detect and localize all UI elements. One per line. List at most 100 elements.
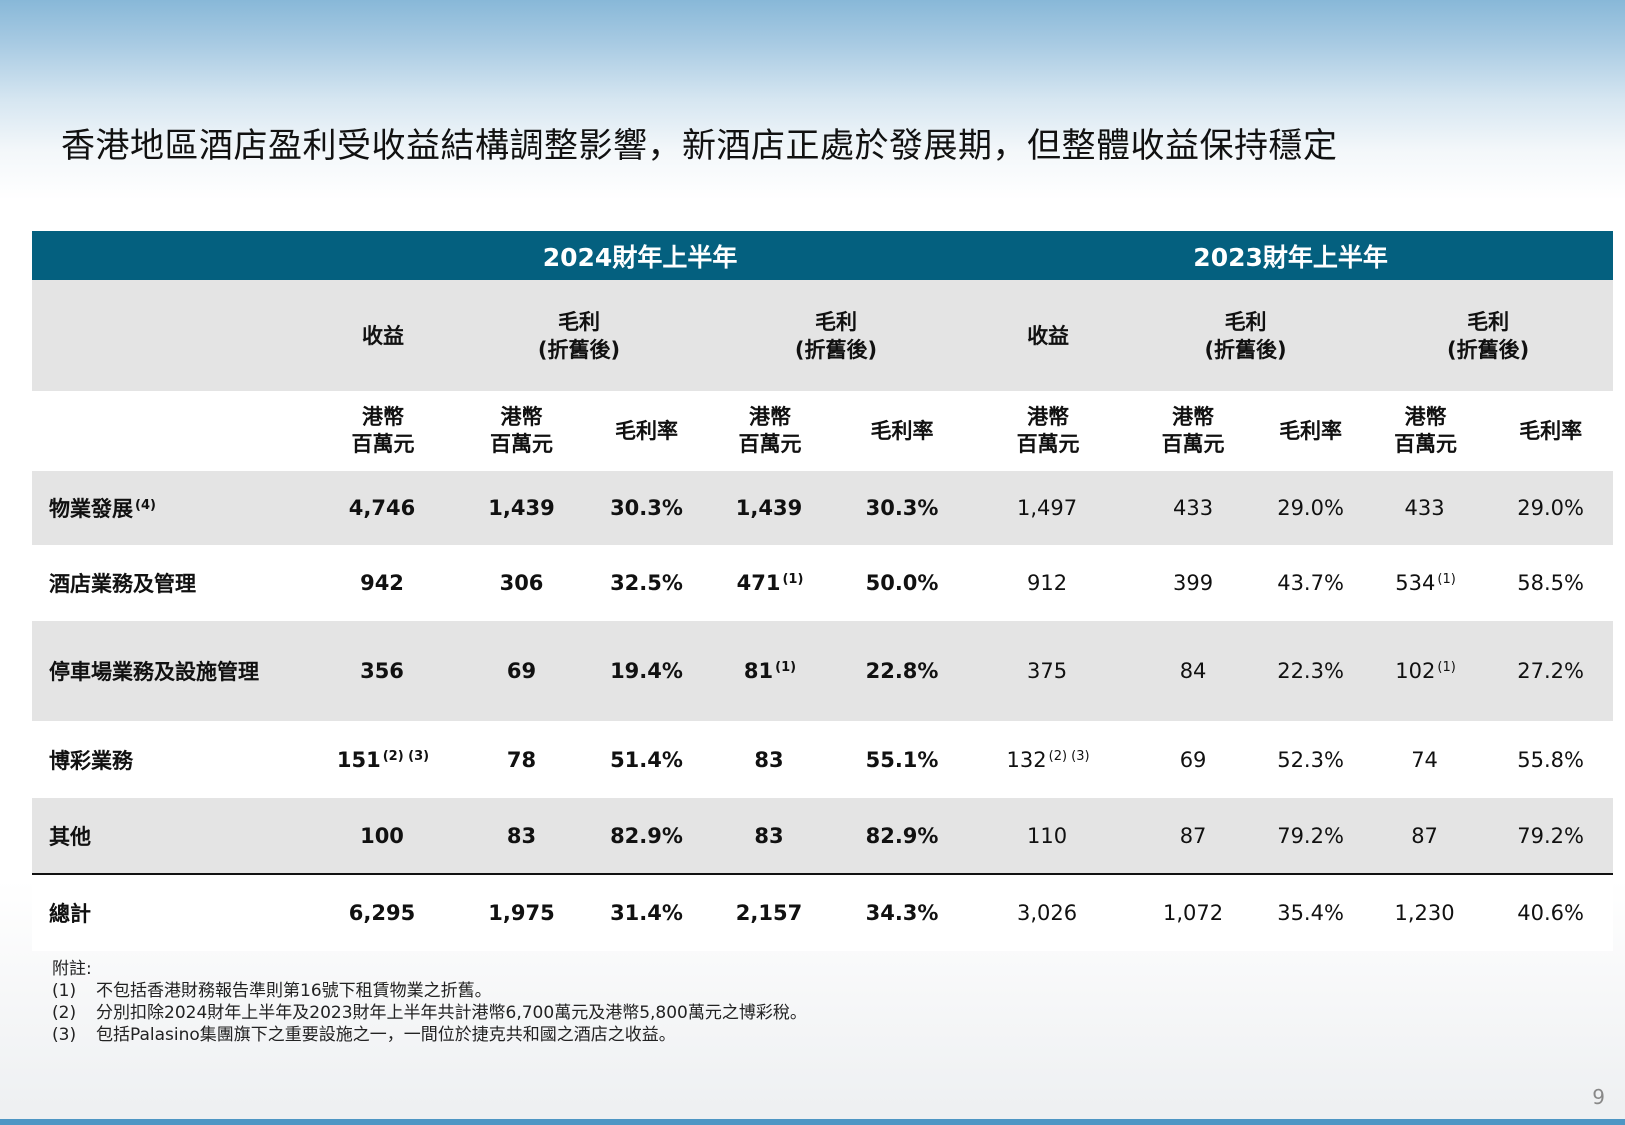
cell-gp-adj-2023: 1,230	[1363, 873, 1489, 951]
col-header-gross-profit-2024-b: 毛利 (折舊後)	[704, 280, 969, 391]
cell-margin-adj-2024: 34.3%	[836, 873, 969, 951]
gp-label-line1: 毛利	[1467, 309, 1510, 334]
cell-revenue-2024: 6,295	[312, 873, 454, 951]
col-header-gross-profit-2023-a: 毛利 (折舊後)	[1128, 280, 1364, 391]
cell-gp-2024: 1,439	[454, 471, 589, 545]
unit-hkd-million: 港幣 百萬元	[1128, 391, 1259, 471]
year-header-2023: 2023財年上半年	[968, 231, 1614, 280]
table-row: 物業發展 (4) 4,746 1,439 30.3% 1,439 30.3% 1,…	[32, 471, 1614, 545]
cell-margin-adj-2023: 58.5%	[1488, 545, 1614, 621]
unit-hkd-million: 港幣 百萬元	[968, 391, 1129, 471]
gp-label-line2: (折舊後)	[794, 337, 878, 362]
gp-label-line1: 毛利	[1224, 309, 1267, 334]
cell-gp-adj-2024: 2,157	[704, 873, 836, 951]
cell-margin-2024: 32.5%	[589, 545, 704, 621]
page-number: 9	[1592, 1085, 1605, 1109]
table-row-total: 總計 6,295 1,975 31.4% 2,157 34.3% 3,026 1…	[32, 873, 1614, 951]
cell-gp-adj-2024: 83	[704, 798, 836, 874]
cell-revenue-2024: 151 (2) (3)	[312, 721, 454, 798]
row-label: 酒店業務及管理	[32, 545, 312, 621]
footnotes-heading: 附註:	[52, 959, 92, 979]
year-row-spacer	[32, 231, 312, 280]
cell-gp-adj-2024: 471 (1)	[704, 545, 836, 621]
cell-gp-2024: 1,975	[454, 873, 589, 951]
unit-margin: 毛利率	[1488, 391, 1614, 471]
gp-label-line2: (折舊後)	[1204, 337, 1287, 362]
cell-gp-2024: 69	[454, 621, 589, 721]
cell-gp-2024: 306	[454, 545, 589, 621]
year-header-2024: 2024財年上半年	[312, 231, 969, 280]
gp-label-line1: 毛利	[558, 309, 600, 334]
table-row: 停車場業務及設施管理 356 69 19.4% 81 (1) 22.8% 375 …	[32, 621, 1614, 721]
cell-revenue-2024: 4,746	[312, 471, 454, 545]
row-label: 其他	[32, 798, 312, 874]
cell-gp-2024: 78	[454, 721, 589, 798]
cell-margin-adj-2024: 82.9%	[836, 798, 969, 874]
cell-margin-2023: 52.3%	[1258, 721, 1364, 798]
col-header-gross-profit-2023-b: 毛利 (折舊後)	[1363, 280, 1614, 391]
cell-gp-adj-2023: 74	[1363, 721, 1489, 798]
table-row: 博彩業務 151 (2) (3) 78 51.4% 83 55.1% 132 (2)…	[32, 721, 1614, 798]
cell-revenue-2023: 1,497	[968, 471, 1129, 545]
cell-margin-adj-2024: 22.8%	[836, 621, 969, 721]
cell-margin-2023: 35.4%	[1258, 873, 1364, 951]
cell-margin-2024: 82.9%	[589, 798, 704, 874]
cell-revenue-2024: 356	[312, 621, 454, 721]
unit-hkd-million: 港幣 百萬元	[704, 391, 836, 471]
cell-margin-adj-2023: 55.8%	[1488, 721, 1614, 798]
footnote-item: (1) 不包括香港財務報告準則第16號下租賃物業之折舊。	[52, 981, 492, 1001]
cell-gp-2023: 433	[1128, 471, 1259, 545]
cell-margin-2024: 51.4%	[589, 721, 704, 798]
page-title: 香港地區酒店盈利受收益結構調整影響，新酒店正處於發展期，但整體收益保持穩定	[61, 126, 1338, 166]
cell-margin-2024: 19.4%	[589, 621, 704, 721]
cell-margin-adj-2024: 30.3%	[836, 471, 969, 545]
col-header-revenue-2024: 收益	[312, 280, 454, 391]
unit-hkd-million: 港幣 百萬元	[454, 391, 589, 471]
row-label: 博彩業務	[32, 721, 312, 798]
cell-gp-2023: 87	[1128, 798, 1259, 874]
unit-hkd-million: 港幣 百萬元	[1363, 391, 1489, 471]
cell-gp-adj-2023: 433	[1363, 471, 1489, 545]
cell-margin-2023: 79.2%	[1258, 798, 1364, 874]
cell-gp-2023: 399	[1128, 545, 1259, 621]
cell-margin-2023: 22.3%	[1258, 621, 1364, 721]
unit-margin: 毛利率	[589, 391, 704, 471]
col-header-revenue-2023: 收益	[968, 280, 1129, 391]
unit-hkd-million: 港幣 百萬元	[312, 391, 454, 471]
cell-revenue-2023: 132 (2) (3)	[968, 721, 1129, 798]
cell-revenue-2023: 110	[968, 798, 1129, 874]
cell-revenue-2024: 100	[312, 798, 454, 874]
cell-margin-2024: 31.4%	[589, 873, 704, 951]
gross-profit-table: 2024財年上半年 2023財年上半年 收益 毛利 (折舊後) 毛利 (折舊後)…	[32, 231, 1614, 951]
cell-gp-2023: 69	[1128, 721, 1259, 798]
cell-gp-2024: 83	[454, 798, 589, 874]
gp-label-line2: (折舊後)	[537, 337, 621, 362]
cell-gp-adj-2023: 102 (1)	[1363, 621, 1489, 721]
cell-gp-2023: 1,072	[1128, 873, 1259, 951]
cell-margin-2024: 30.3%	[589, 471, 704, 545]
row-label: 停車場業務及設施管理	[32, 621, 312, 721]
row-label: 總計	[32, 873, 312, 951]
table-row: 其他 100 83 82.9% 83 82.9% 110 87 79.2% 87…	[32, 798, 1614, 874]
col-header-gross-profit-2024-a: 毛利 (折舊後)	[454, 280, 704, 391]
cell-gp-adj-2024: 81 (1)	[704, 621, 836, 721]
footnotes: 附註: (1) 不包括香港財務報告準則第16號下租賃物業之折舊。 (2) 分別扣除2…	[52, 958, 807, 1046]
cell-margin-adj-2023: 40.6%	[1488, 873, 1614, 951]
cell-revenue-2023: 375	[968, 621, 1129, 721]
footnote-item: (3) 包括Palasino集團旗下之重要設施之一，一間位於捷克共和國之酒店之收益…	[52, 1025, 676, 1045]
cell-gp-adj-2024: 83	[704, 721, 836, 798]
gp-label-line1: 毛利	[815, 309, 858, 334]
footnote-item: (2) 分別扣除2024財年上半年及2023財年上半年共計港幣6,700萬元及港幣…	[52, 1003, 807, 1023]
cell-gp-adj-2024: 1,439	[704, 471, 836, 545]
cell-gp-adj-2023: 534 (1)	[1363, 545, 1489, 621]
cell-margin-adj-2024: 50.0%	[836, 545, 969, 621]
unit-spacer	[32, 391, 312, 471]
cell-revenue-2023: 912	[968, 545, 1129, 621]
table-row: 酒店業務及管理 942 306 32.5% 471 (1) 50.0% 912 3…	[32, 545, 1614, 621]
gp-label-line2: (折舊後)	[1446, 337, 1530, 362]
cell-revenue-2024: 942	[312, 545, 454, 621]
cell-margin-adj-2023: 79.2%	[1488, 798, 1614, 874]
row-label: 物業發展 (4)	[32, 471, 312, 545]
cell-margin-adj-2023: 27.2%	[1488, 621, 1614, 721]
bottom-accent-bar	[0, 1119, 1625, 1125]
